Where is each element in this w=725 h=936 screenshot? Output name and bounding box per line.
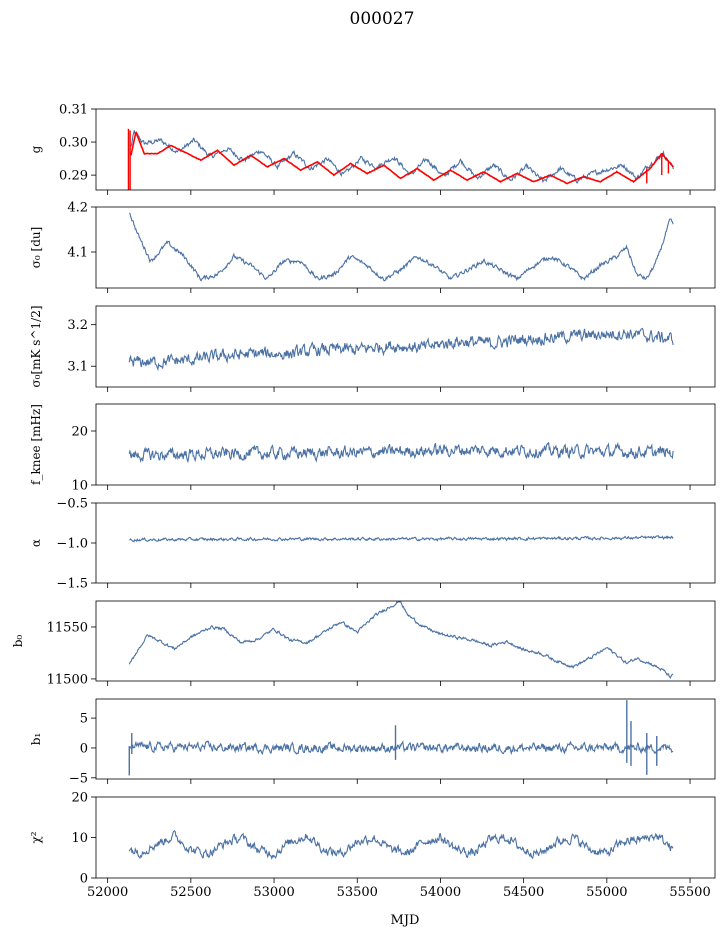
y-axis-label-b0: b₀ bbox=[11, 635, 25, 648]
plot-area-alpha bbox=[129, 535, 674, 543]
axes-frame-chi2 bbox=[95, 796, 716, 879]
y-tick-label-chi2-2: 20 bbox=[71, 791, 88, 806]
x-axis-label: MJD bbox=[391, 913, 420, 928]
y-axis-label-g: g bbox=[29, 145, 43, 153]
plot-area-b0 bbox=[128, 601, 674, 679]
panel-b1: −5 0 5 b₁ bbox=[29, 698, 716, 786]
y-tick-label-fknee-0: 10 bbox=[71, 479, 88, 494]
panel-alpha: −1.5 −1.0 −0.5 α bbox=[29, 497, 716, 592]
x-tick-label-5: 54500 bbox=[503, 885, 544, 900]
series-line-b1-data bbox=[128, 740, 674, 756]
panel-fknee: 10 20 f_knee [mHz] bbox=[29, 403, 716, 494]
series-line-b0-data bbox=[128, 601, 674, 679]
series-line-chi2-data bbox=[128, 829, 674, 860]
y-tick-label-g-1: 0.30 bbox=[59, 136, 88, 151]
series-line-sigma0_du-data bbox=[129, 212, 674, 282]
y-tick-label-b1-2: 5 bbox=[80, 712, 88, 727]
axes-frame-fknee bbox=[95, 403, 716, 486]
y-tick-label-chi2-1: 10 bbox=[71, 831, 88, 846]
axes-frame-g bbox=[95, 108, 716, 191]
series-line-sigma0_mks-data bbox=[128, 327, 674, 372]
y-tick-label-b0-0: 11500 bbox=[47, 672, 88, 687]
y-axis-label-b1: b₁ bbox=[29, 733, 43, 746]
x-tick-label-6: 55000 bbox=[586, 885, 627, 900]
y-tick-label-sigma0_du-1: 4.2 bbox=[67, 201, 88, 216]
y-axis-label-alpha: α bbox=[29, 539, 43, 547]
series-line-fknee-data bbox=[128, 441, 674, 464]
x-tick-label-7: 55500 bbox=[669, 885, 710, 900]
plot-area-b1 bbox=[128, 700, 674, 776]
panel-sigma0_du: 4.1 4.2 σ₀ [du] bbox=[29, 201, 716, 293]
x-tick-label-1: 52500 bbox=[170, 885, 211, 900]
x-tick-label-0: 52000 bbox=[87, 885, 128, 900]
y-axis-label-fknee: f_knee [mHz] bbox=[29, 404, 43, 485]
panel-b0: 11500 11550 b₀ bbox=[11, 600, 716, 687]
axes-frame-sigma0_mks bbox=[95, 305, 716, 388]
y-tick-label-alpha-1: −1.0 bbox=[56, 537, 88, 552]
y-tick-label-sigma0_mks-1: 3.2 bbox=[67, 318, 88, 333]
panel-sigma0_mks: 3.1 3.2 σ₀[mK s^1/2] bbox=[29, 305, 716, 392]
y-tick-label-g-2: 0.31 bbox=[59, 103, 88, 118]
y-axis-label-chi2: χ² bbox=[29, 831, 43, 843]
panels: 0.29 0.30 0.31 g 4.1 4.2 σ₀ [du] 3.1 3.2 σ₀[mK s^… bbox=[11, 103, 716, 900]
y-tick-label-alpha-0: −1.5 bbox=[56, 577, 88, 592]
series-line-g-data bbox=[130, 130, 674, 184]
axes-frame-b0 bbox=[95, 600, 716, 682]
x-tick-label-3: 53500 bbox=[337, 885, 378, 900]
panel-chi2: 0 10 20 52000 52500 53000 53500 54000 54500 55000… bbox=[29, 791, 716, 900]
x-tick-label-2: 53000 bbox=[253, 885, 294, 900]
y-tick-label-chi2-0: 0 bbox=[80, 872, 88, 887]
series-line-g-model bbox=[130, 131, 675, 185]
y-axis-label-sigma0_du: σ₀ [du] bbox=[29, 227, 43, 269]
axes-frame-b1 bbox=[95, 698, 716, 780]
plot-area-sigma0_mks bbox=[128, 327, 674, 372]
plot-area-sigma0_du bbox=[129, 212, 674, 282]
plot-area-chi2 bbox=[128, 829, 674, 860]
axes-frame-alpha bbox=[95, 502, 716, 584]
y-axis-label-sigma0_mks: σ₀[mK s^1/2] bbox=[29, 305, 43, 387]
axes-frame-sigma0_du bbox=[95, 206, 716, 289]
x-tick-label-4: 54000 bbox=[420, 885, 461, 900]
y-tick-label-g-0: 0.29 bbox=[59, 169, 88, 184]
figure-title: 000027 bbox=[350, 9, 415, 29]
y-tick-label-b1-1: 0 bbox=[80, 741, 88, 756]
y-tick-label-fknee-1: 20 bbox=[71, 425, 88, 440]
plot-area-g bbox=[127, 128, 675, 190]
y-tick-label-alpha-2: −0.5 bbox=[56, 497, 88, 512]
panel-g: 0.29 0.30 0.31 g bbox=[29, 103, 716, 195]
y-tick-label-sigma0_du-0: 4.1 bbox=[67, 246, 88, 261]
y-tick-label-sigma0_mks-0: 3.1 bbox=[67, 360, 88, 375]
y-tick-label-b0-1: 11550 bbox=[47, 620, 88, 635]
plot-area-fknee bbox=[128, 441, 674, 464]
series-line-alpha-data bbox=[129, 535, 674, 543]
y-tick-label-b1-0: −5 bbox=[69, 771, 88, 786]
